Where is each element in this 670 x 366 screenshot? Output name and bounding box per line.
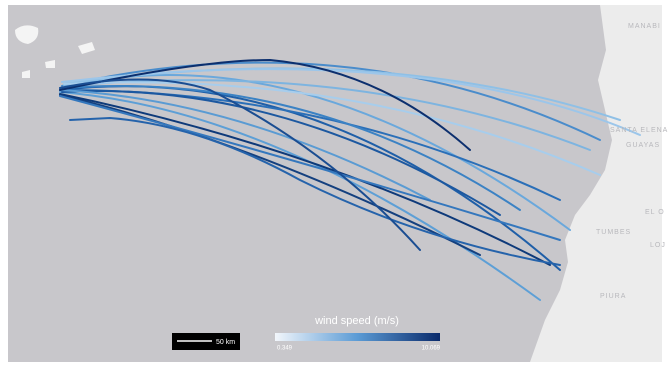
legend-title: wind speed (m/s) [314, 315, 399, 327]
place-label: PIURA [600, 293, 626, 300]
legend-max: 10.069 [422, 346, 441, 352]
place-label: SANTA ELENA [610, 127, 668, 134]
legend-min: 0.349 [277, 346, 293, 352]
place-label: LOJ [650, 242, 666, 249]
place-label: TUMBES [596, 229, 631, 236]
place-label: MANABI [628, 23, 661, 30]
trajectories [59, 58, 641, 301]
colorbar [275, 333, 440, 341]
islands [15, 25, 95, 78]
sea [8, 5, 662, 362]
scale-label: 50 km [216, 339, 235, 346]
land [530, 5, 662, 362]
place-label: EL O [645, 209, 665, 216]
place-label: GUAYAS [626, 142, 660, 149]
